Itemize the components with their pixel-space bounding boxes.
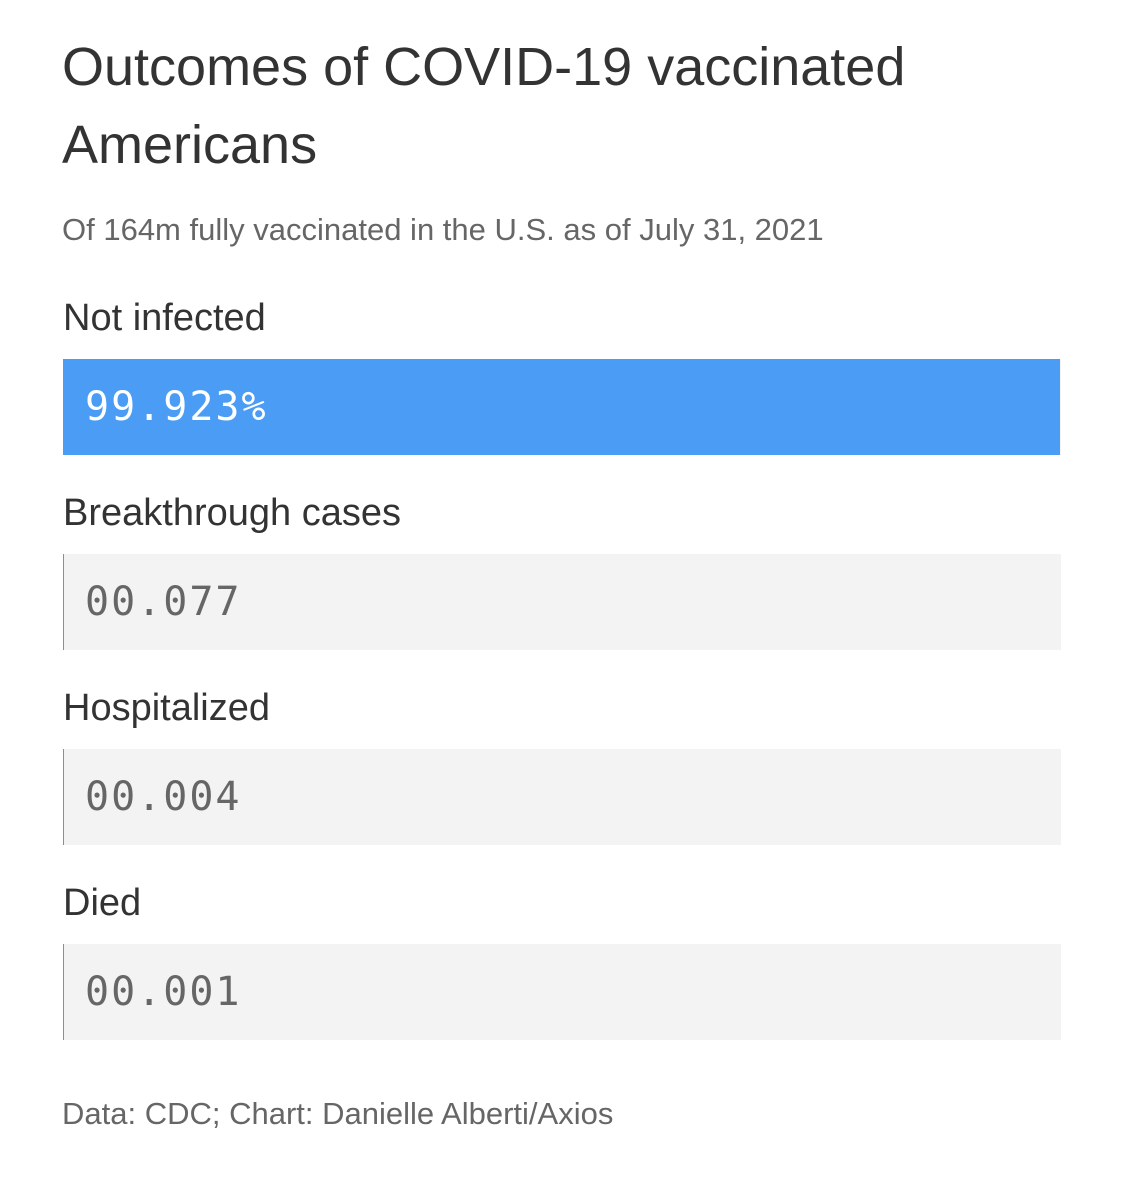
- category-label-died: Died: [63, 882, 142, 924]
- value-label-died: 00.001: [85, 969, 242, 1015]
- value-label-not-infected: 99.923%: [85, 384, 268, 430]
- bar-track-breakthrough-cases: 00.077: [63, 554, 1061, 650]
- value-label-breakthrough-cases: 00.077: [85, 579, 242, 625]
- bar-not-infected: [63, 359, 1060, 455]
- bar-hospitalized: [63, 749, 64, 845]
- bar-track-died: 00.001: [63, 944, 1061, 1040]
- category-label-hospitalized: Hospitalized: [63, 687, 270, 729]
- chart-subtitle: Of 164m fully vaccinated in the U.S. as …: [62, 212, 824, 247]
- bar-track-not-infected: 99.923%: [63, 359, 1061, 455]
- bar-track-hospitalized: 00.004: [63, 749, 1061, 845]
- category-label-not-infected: Not infected: [63, 297, 266, 339]
- category-label-breakthrough-cases: Breakthrough cases: [63, 492, 401, 534]
- chart-title: Outcomes of COVID-19 vaccinated American…: [62, 37, 906, 175]
- bar-breakthrough-cases: [63, 554, 64, 650]
- source-credit: Data: CDC; Chart: Danielle Alberti/Axios: [62, 1096, 614, 1131]
- value-label-hospitalized: 00.004: [85, 774, 242, 820]
- bar-died: [63, 944, 64, 1040]
